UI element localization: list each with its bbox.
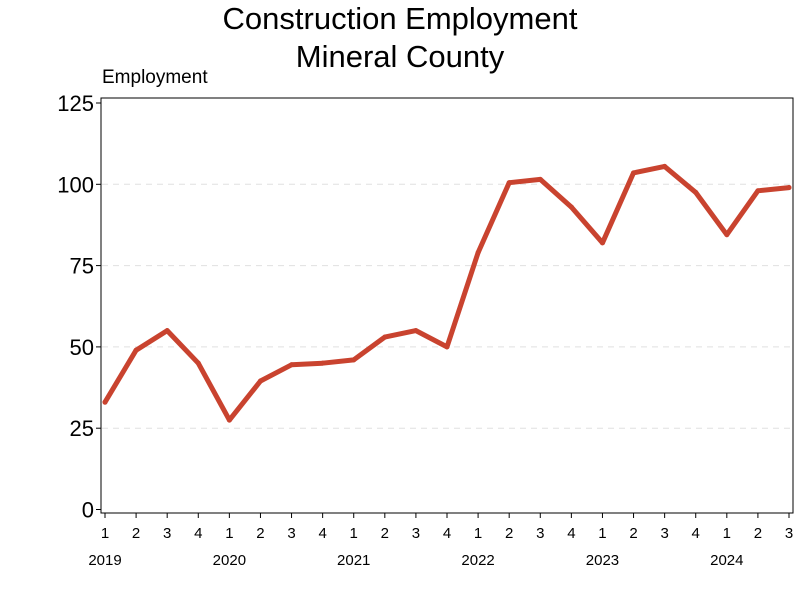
- x-axis-years: 2019 2020 2021 2022 2023 2024: [88, 552, 743, 569]
- data-point: [226, 417, 232, 423]
- x-tick-label: 2: [629, 525, 637, 542]
- data-point: [444, 344, 450, 350]
- y-tick-label: 125: [57, 91, 94, 116]
- data-point: [537, 176, 543, 182]
- x-tick-label: 3: [785, 525, 793, 542]
- data-point: [195, 360, 201, 366]
- x-tick-label: 2: [132, 525, 140, 542]
- x-tick-label: 1: [474, 525, 482, 542]
- y-tick-label: 0: [82, 498, 94, 523]
- data-point: [351, 357, 357, 363]
- chart-title-line1: Construction Employment: [222, 1, 578, 36]
- x-tick-label: 4: [443, 525, 451, 542]
- y-tick-label: 50: [70, 335, 94, 360]
- data-point: [755, 188, 761, 194]
- y-tick-label: 75: [70, 254, 94, 279]
- year-label: 2024: [710, 552, 743, 569]
- x-tick-label: 4: [318, 525, 326, 542]
- x-tick-label: 4: [692, 525, 700, 542]
- data-point: [320, 360, 326, 366]
- data-point: [382, 334, 388, 340]
- x-tick-label: 3: [536, 525, 544, 542]
- year-label: 2023: [586, 552, 619, 569]
- data-point: [631, 170, 637, 176]
- y-axis: 0 25 50 75 100 125: [57, 91, 101, 523]
- data-point: [102, 399, 108, 405]
- year-label: 2022: [461, 552, 494, 569]
- data-point: [257, 378, 263, 384]
- year-label: 2021: [337, 552, 370, 569]
- x-tick-label: 1: [225, 525, 233, 542]
- plot-frame: [100, 97, 794, 514]
- x-tick-label: 2: [754, 525, 762, 542]
- data-point: [568, 204, 574, 210]
- x-tick-label: 1: [101, 525, 109, 542]
- x-tick-label: 1: [723, 525, 731, 542]
- data-point: [786, 185, 792, 191]
- data-point: [289, 362, 295, 368]
- x-tick-label: 2: [256, 525, 264, 542]
- data-point: [724, 232, 730, 238]
- x-tick-label: 2: [381, 525, 389, 542]
- y-tick-label: 100: [57, 172, 94, 197]
- x-axis: 1 2 3 4 1 2 3 4 1 2 3 4 1 2 3 4 1 2 3 4 1 2 3: [101, 513, 793, 542]
- data-point: [662, 163, 668, 169]
- data-point: [164, 328, 170, 334]
- y-axis-label: Employment: [102, 67, 208, 88]
- data-point: [133, 347, 139, 353]
- x-tick-label: 4: [567, 525, 575, 542]
- x-tick-label: 3: [287, 525, 295, 542]
- data-point: [475, 250, 481, 256]
- series-group: [102, 163, 792, 423]
- year-label: 2020: [213, 552, 246, 569]
- x-tick-label: 4: [194, 525, 202, 542]
- year-label: 2019: [88, 552, 121, 569]
- grid-lines: [102, 183, 792, 429]
- data-point: [506, 180, 512, 186]
- x-tick-label: 3: [412, 525, 420, 542]
- data-point: [693, 189, 699, 195]
- x-tick-label: 1: [350, 525, 358, 542]
- chart-title-line2: Mineral County: [295, 39, 505, 74]
- x-tick-label: 1: [598, 525, 606, 542]
- x-tick-label: 2: [505, 525, 513, 542]
- x-tick-label: 3: [660, 525, 668, 542]
- y-tick-label: 25: [70, 416, 94, 441]
- data-point: [413, 328, 419, 334]
- series-line: [102, 163, 792, 423]
- data-point: [599, 240, 605, 246]
- x-tick-label: 3: [163, 525, 171, 542]
